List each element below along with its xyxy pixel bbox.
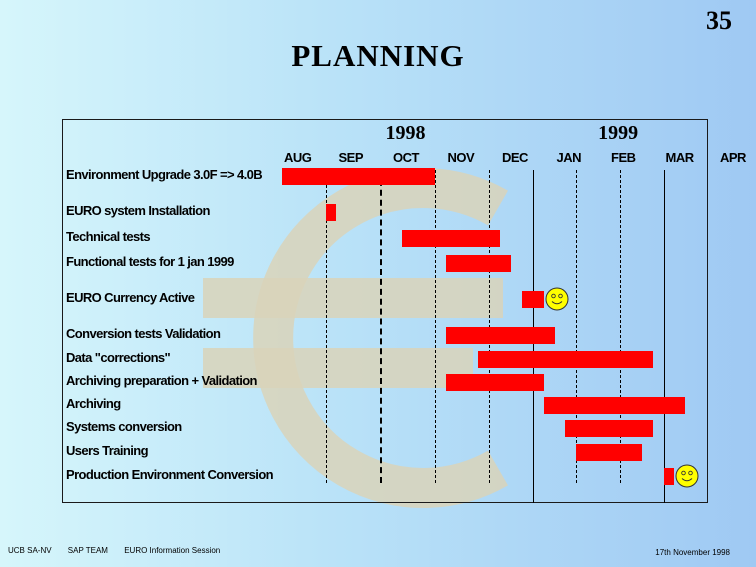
task-bar — [445, 255, 511, 272]
task-bar — [576, 444, 642, 461]
footer-left: UCB SA-NV SAP TEAM EURO Information Sess… — [8, 546, 234, 555]
month-gridline — [576, 170, 578, 483]
month-gridline — [325, 170, 327, 483]
task-label: Functional tests for 1 jan 1999 — [66, 254, 234, 269]
month-gridline — [489, 170, 491, 483]
task-bar — [445, 374, 544, 391]
page-title: PLANNING — [291, 38, 465, 73]
smiley-icon — [675, 464, 699, 488]
footer-session: EURO Information Session — [124, 546, 221, 555]
month-gridline — [380, 170, 383, 483]
month-label: MAR — [665, 150, 695, 165]
month-label: AUG — [284, 150, 312, 165]
task-bar — [282, 168, 435, 185]
task-label: Environment Upgrade 3.0F => 4.0B — [66, 167, 263, 182]
task-label: Technical tests — [66, 229, 151, 244]
month-gridline — [663, 170, 665, 503]
month-gridline — [434, 170, 436, 483]
task-label: Users Training — [66, 443, 149, 458]
task-label: Production Environment Conversion — [66, 467, 274, 482]
month-label: NOV — [447, 150, 475, 165]
footer-team: SAP TEAM — [67, 546, 108, 555]
task-bar — [401, 230, 500, 247]
task-label: Systems conversion — [66, 419, 182, 434]
task-bar — [478, 351, 653, 368]
task-bar — [543, 397, 686, 414]
task-label: Archiving — [66, 396, 121, 411]
month-label: SEP — [338, 150, 364, 165]
task-label: Conversion tests Validation — [66, 326, 221, 341]
footer-org: UCB SA-NV — [8, 546, 52, 555]
euro-symbol-icon — [203, 168, 508, 508]
task-label: EURO Currency Active — [66, 290, 195, 305]
task-bar — [565, 420, 653, 437]
month-label: APR — [720, 150, 746, 165]
slide-number: 35 — [706, 6, 732, 35]
year-label: 1999 — [598, 122, 639, 144]
month-label: JAN — [556, 150, 582, 165]
task-label: Data "corrections" — [66, 350, 171, 365]
month-gridline — [619, 170, 621, 483]
task-label: Archiving preparation + Validation — [66, 373, 258, 388]
smiley-icon — [545, 287, 569, 311]
gantt-chart-frame — [62, 119, 708, 503]
task-bar — [521, 291, 544, 308]
month-label: OCT — [393, 150, 419, 165]
task-bar — [663, 468, 675, 485]
month-label: FEB — [611, 150, 636, 165]
footer-date: 17th November 1998 — [655, 548, 730, 557]
task-bar — [445, 327, 555, 344]
task-bar — [325, 204, 337, 221]
month-label: DEC — [502, 150, 528, 165]
year-label: 1998 — [385, 122, 426, 144]
task-label: EURO system Installation — [66, 203, 210, 218]
